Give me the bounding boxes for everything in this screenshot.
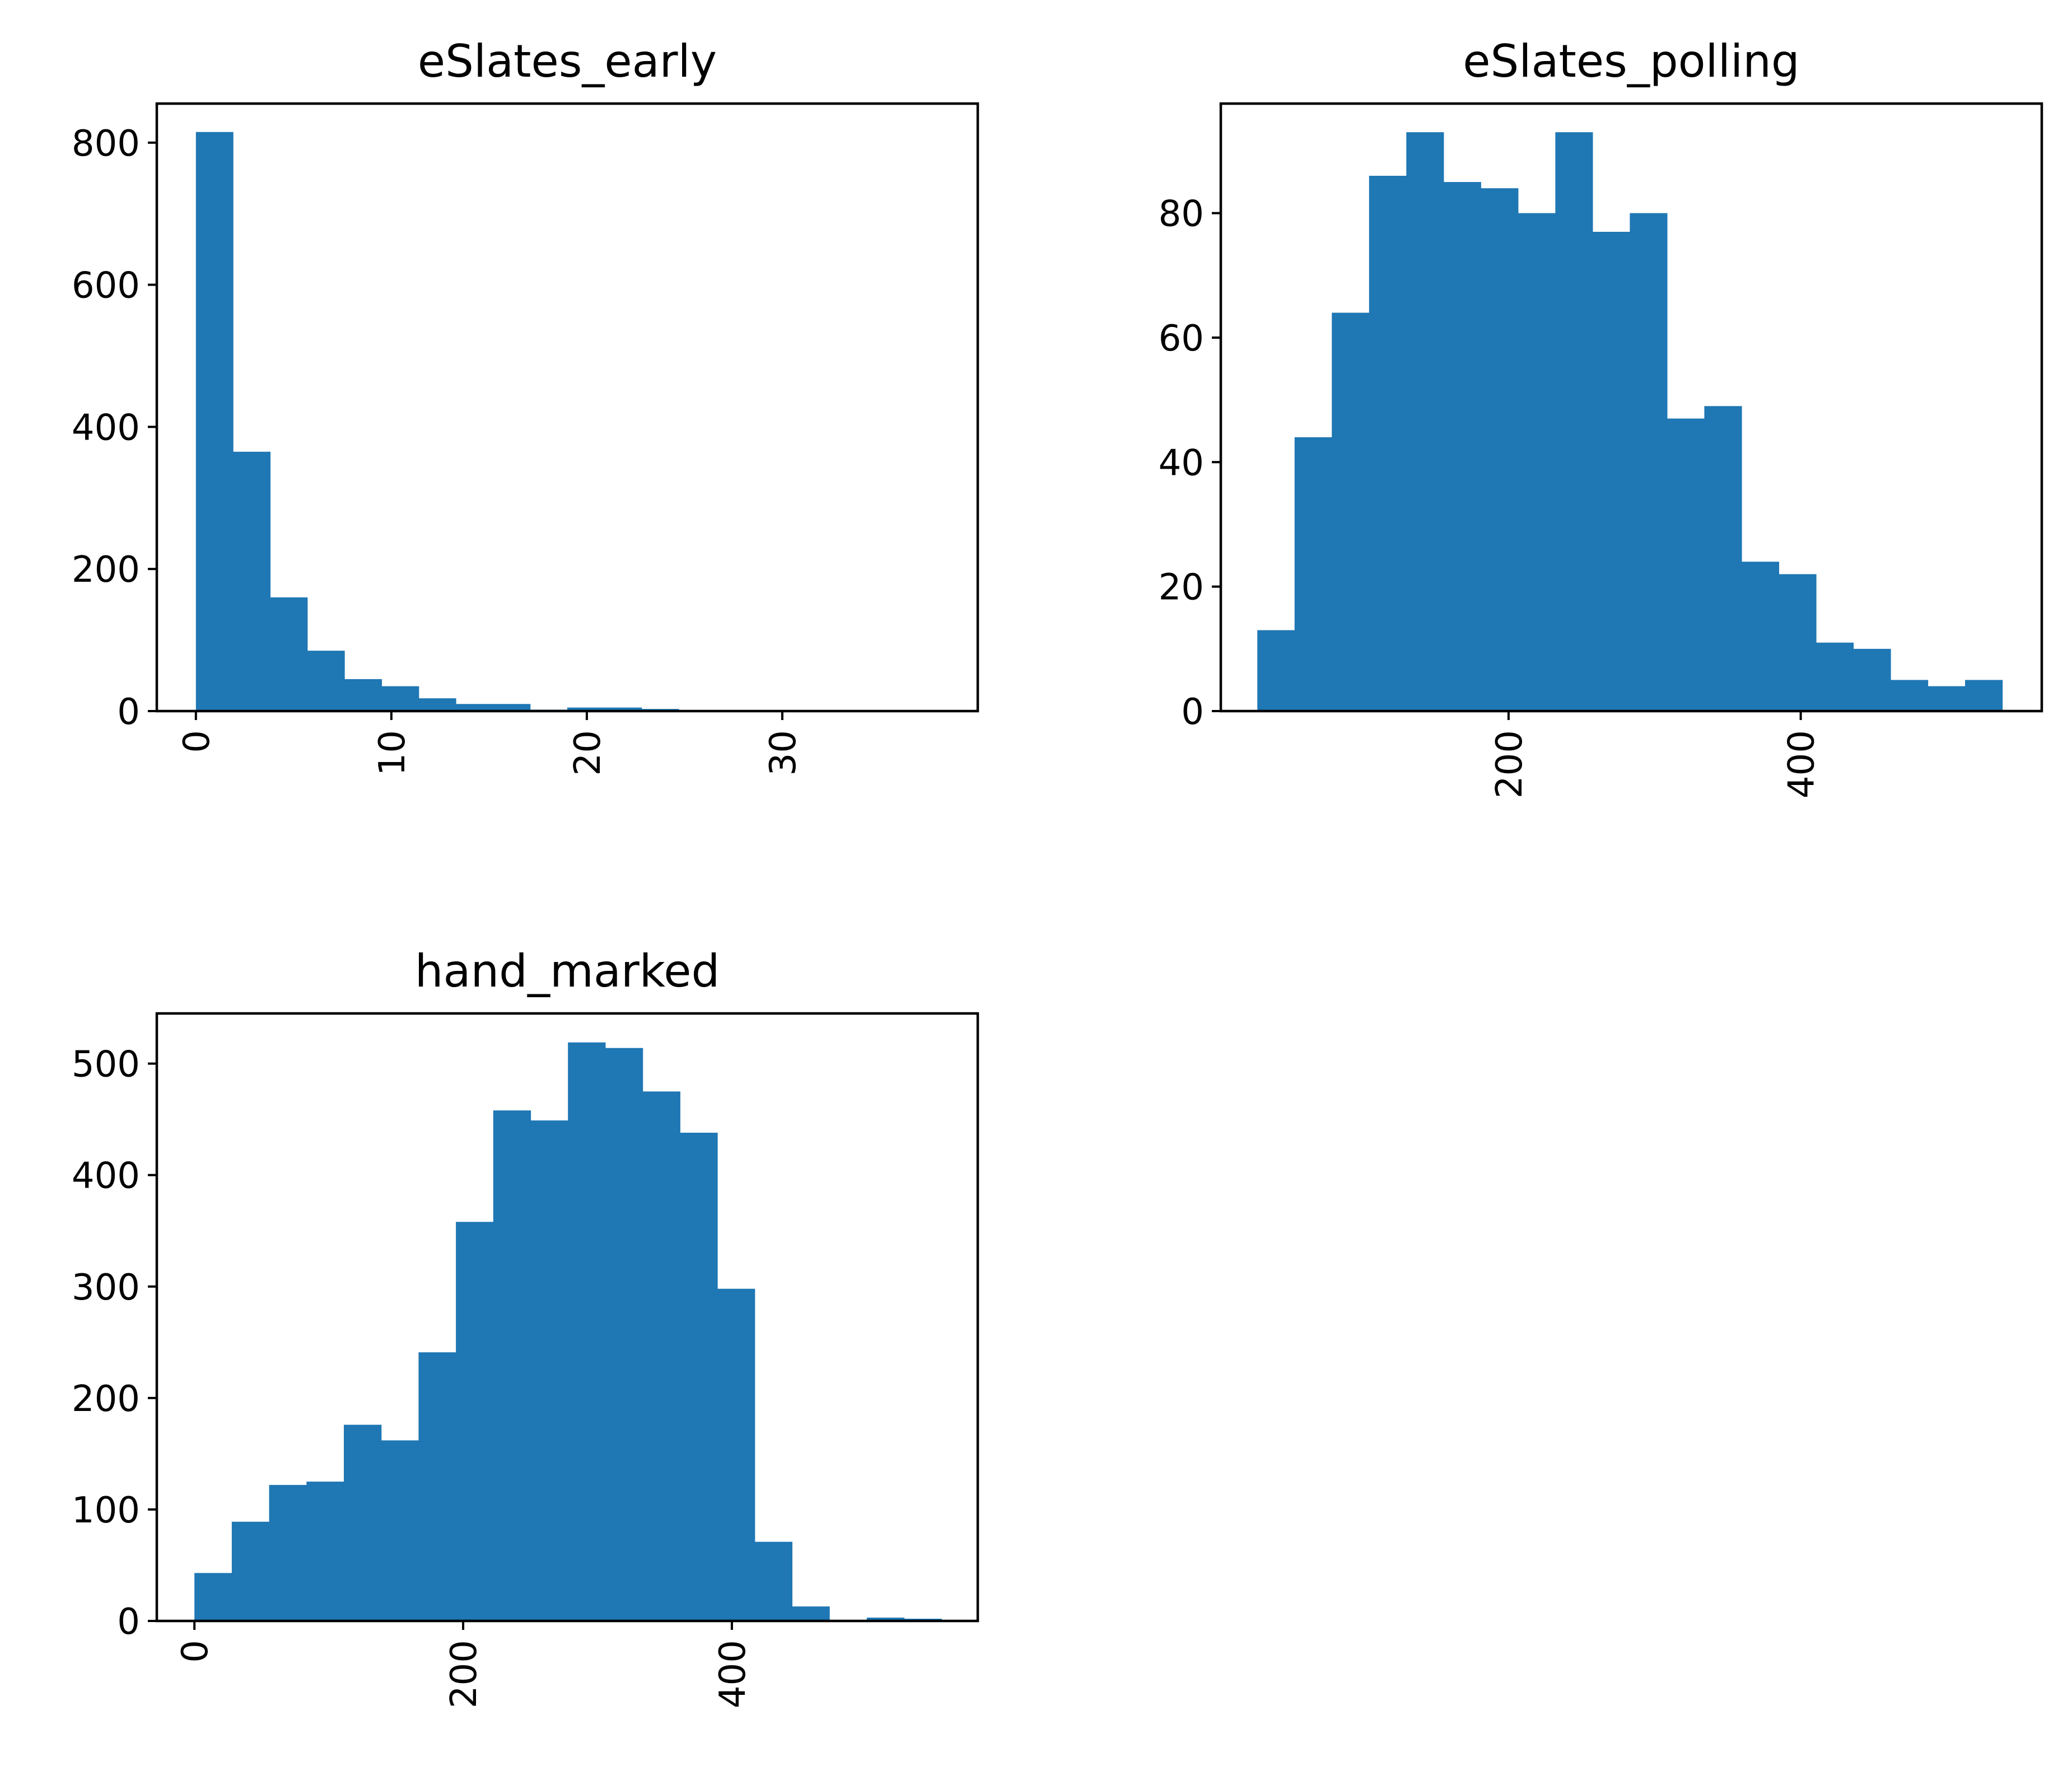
chart-panel-2: eSlates_polling 0 20 40 60 80 200 400 bbox=[1159, 35, 2043, 798]
histogram-bar bbox=[306, 1482, 344, 1621]
y-tick-label: 40 bbox=[1159, 442, 1204, 484]
histogram-bar bbox=[642, 1091, 680, 1621]
histogram-bar bbox=[1555, 132, 1593, 711]
histogram-bar bbox=[567, 707, 605, 711]
x-tick-label: 0 bbox=[176, 730, 218, 753]
histogram-bar bbox=[456, 704, 493, 711]
y-tick-label: 400 bbox=[72, 407, 140, 448]
y-tick-label: 60 bbox=[1159, 318, 1204, 359]
x-tick-label: 200 bbox=[1489, 730, 1530, 798]
histogram-bar bbox=[866, 1618, 905, 1621]
histogram-bar bbox=[1481, 188, 1519, 711]
y-tick-label: 0 bbox=[117, 1601, 140, 1643]
x-tick-label: 0 bbox=[175, 1640, 216, 1663]
histogram-bar bbox=[493, 704, 531, 711]
histogram-bar bbox=[792, 1606, 830, 1621]
histogram-bar bbox=[604, 707, 642, 711]
histogram-bar bbox=[456, 1222, 494, 1621]
y-tick-label: 0 bbox=[117, 691, 140, 733]
axes-frame bbox=[1219, 102, 2043, 713]
histogram-bar bbox=[493, 1110, 531, 1621]
histogram-bar bbox=[568, 1042, 606, 1621]
histogram-bar bbox=[754, 1541, 793, 1621]
histogram-bar bbox=[1853, 648, 1891, 711]
y-tick-label: 600 bbox=[72, 265, 140, 307]
histogram-bar bbox=[717, 1288, 755, 1621]
histogram-bar bbox=[1592, 232, 1630, 712]
histogram-bar bbox=[195, 132, 234, 711]
histogram-bar bbox=[1928, 686, 1966, 711]
histogram-bar bbox=[1704, 406, 1742, 711]
x-tick-label: 400 bbox=[712, 1640, 754, 1708]
axes-frame bbox=[155, 102, 979, 713]
histogram-bar bbox=[343, 1424, 382, 1621]
histogram-bar bbox=[194, 1573, 232, 1621]
y-tick-label: 100 bbox=[72, 1490, 140, 1531]
histogram-bar bbox=[680, 1133, 718, 1621]
histogram-bar bbox=[1406, 132, 1444, 711]
histogram-bar bbox=[1257, 630, 1295, 711]
histogram-bar bbox=[1667, 418, 1705, 711]
histogram-bar bbox=[418, 1352, 456, 1621]
histogram-bar bbox=[1369, 175, 1407, 711]
histogram-bar bbox=[1891, 680, 1929, 711]
y-tick-label: 200 bbox=[72, 1379, 140, 1420]
x-tick-label: 400 bbox=[1781, 730, 1823, 798]
y-tick-label: 300 bbox=[72, 1267, 140, 1309]
histogram-bar bbox=[530, 1120, 568, 1621]
y-tick-label: 500 bbox=[72, 1044, 140, 1086]
y-tick-label: 20 bbox=[1159, 567, 1204, 609]
y-tick-label: 80 bbox=[1159, 194, 1204, 235]
histogram-bar bbox=[1779, 574, 1817, 711]
histogram-bar bbox=[1332, 312, 1370, 711]
histogram-bar bbox=[231, 1521, 270, 1621]
histogram-bar bbox=[1741, 562, 1780, 711]
histogram-bar bbox=[233, 451, 271, 711]
histogram-bar bbox=[381, 686, 419, 711]
y-tick-label: 800 bbox=[72, 123, 140, 165]
histogram-bar bbox=[1443, 182, 1481, 711]
x-tick-label: 20 bbox=[567, 730, 609, 775]
histogram-bar bbox=[307, 651, 345, 711]
histogram-bar bbox=[381, 1440, 419, 1621]
chart-title: eSlates_early bbox=[418, 35, 717, 87]
x-tick-label: 200 bbox=[444, 1640, 485, 1708]
histogram-bar bbox=[270, 597, 308, 711]
axes-frame bbox=[155, 1012, 979, 1623]
histogram-bar bbox=[1965, 680, 2003, 711]
x-tick-label: 10 bbox=[372, 730, 413, 775]
histogram-bar bbox=[344, 679, 382, 711]
histogram-bar bbox=[605, 1048, 643, 1621]
histogram-bar bbox=[269, 1485, 307, 1621]
x-tick-label: 30 bbox=[763, 730, 804, 775]
chart-panel-3: hand_marked 0 100 200 300 400 500 0 200 400 bbox=[72, 945, 979, 1708]
y-tick-label: 0 bbox=[1181, 691, 1204, 733]
chart-title: hand_marked bbox=[415, 945, 720, 997]
histogram-bar bbox=[1630, 213, 1668, 711]
y-tick-label: 200 bbox=[72, 549, 140, 591]
y-tick-label: 400 bbox=[72, 1156, 140, 1197]
chart-panel-1: eSlates_early 0 200 400 600 800 0 10 20 30 bbox=[72, 35, 979, 775]
histogram-bar bbox=[1816, 642, 1854, 711]
chart-title: eSlates_polling bbox=[1463, 35, 1799, 87]
histogram-bar bbox=[1294, 437, 1332, 711]
histogram-bar bbox=[418, 698, 456, 711]
histogram-bar bbox=[1518, 213, 1556, 711]
